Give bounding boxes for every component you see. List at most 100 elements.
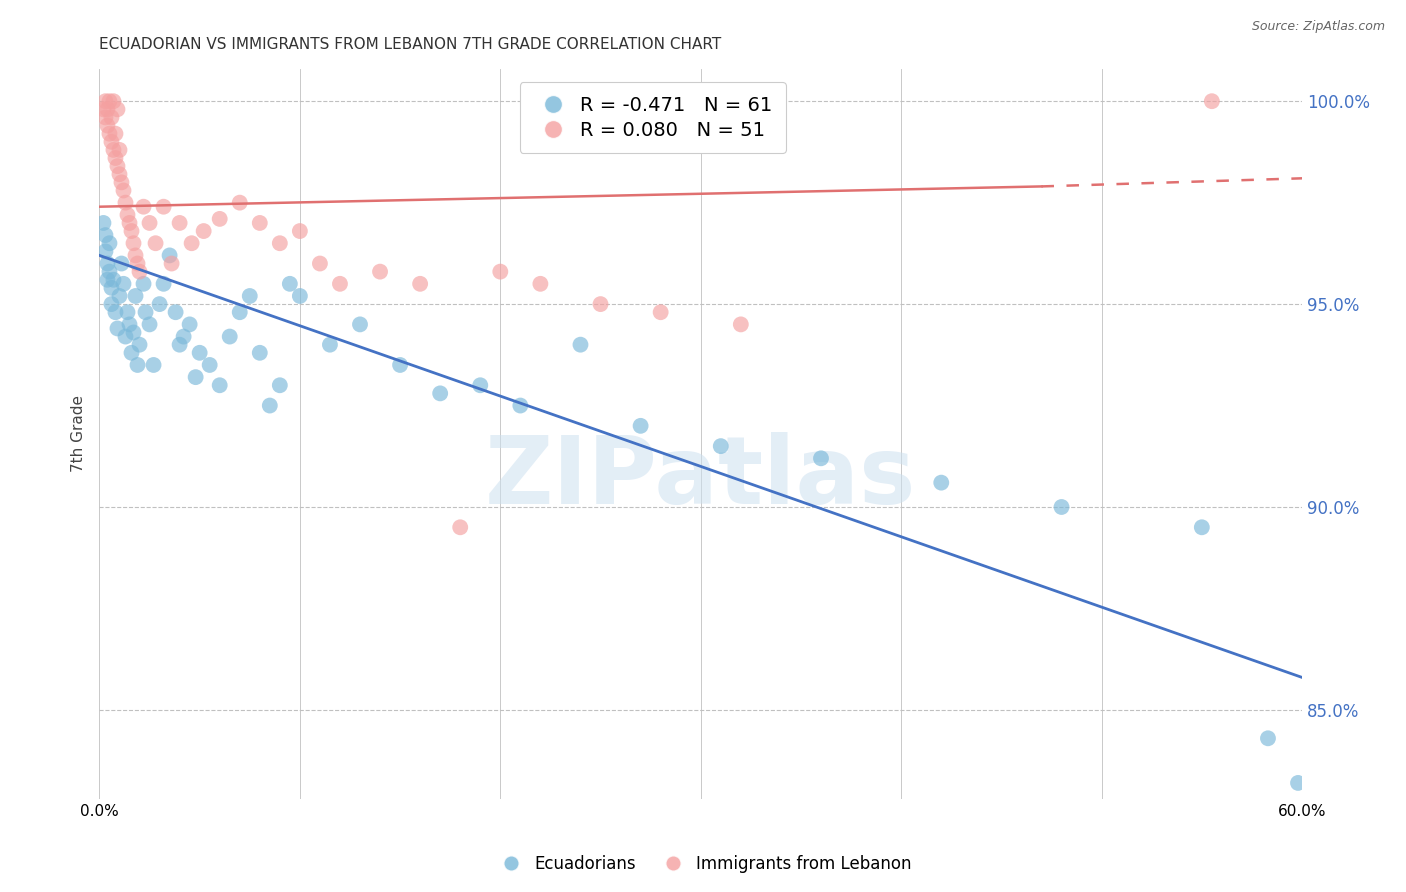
- Point: [208, 378, 231, 392]
- Point: [127, 256, 149, 270]
- Point: [118, 318, 141, 332]
- Y-axis label: 7th Grade: 7th Grade: [72, 395, 86, 473]
- Point: [121, 224, 143, 238]
- Point: [93, 103, 115, 117]
- Point: [288, 289, 311, 303]
- Point: [208, 211, 231, 226]
- Point: [122, 326, 145, 340]
- Point: [117, 208, 139, 222]
- Point: [589, 297, 612, 311]
- Point: [112, 277, 135, 291]
- Point: [96, 119, 118, 133]
- Point: [229, 305, 252, 319]
- Point: [429, 386, 451, 401]
- Point: [114, 195, 136, 210]
- Point: [114, 329, 136, 343]
- Point: [152, 277, 174, 291]
- Point: [180, 236, 202, 251]
- Point: [108, 167, 131, 181]
- Point: [269, 236, 291, 251]
- Point: [122, 236, 145, 251]
- Point: [121, 346, 143, 360]
- Point: [650, 305, 672, 319]
- Point: [100, 135, 122, 149]
- Point: [1191, 520, 1213, 534]
- Point: [94, 111, 117, 125]
- Point: [142, 358, 165, 372]
- Point: [1050, 500, 1073, 514]
- Point: [132, 277, 155, 291]
- Point: [128, 337, 150, 351]
- Point: [108, 289, 131, 303]
- Point: [94, 94, 117, 108]
- Point: [127, 358, 149, 372]
- Point: [349, 318, 371, 332]
- Point: [449, 520, 471, 534]
- Point: [179, 318, 201, 332]
- Text: ECUADORIAN VS IMMIGRANTS FROM LEBANON 7TH GRADE CORRELATION CHART: ECUADORIAN VS IMMIGRANTS FROM LEBANON 7T…: [100, 37, 721, 53]
- Point: [135, 305, 157, 319]
- Text: ZIPatlas: ZIPatlas: [485, 432, 917, 524]
- Point: [124, 248, 146, 262]
- Point: [710, 439, 733, 453]
- Point: [198, 358, 221, 372]
- Point: [93, 216, 115, 230]
- Point: [103, 94, 125, 108]
- Point: [104, 127, 127, 141]
- Point: [100, 297, 122, 311]
- Point: [98, 265, 121, 279]
- Point: [569, 337, 592, 351]
- Point: [810, 451, 832, 466]
- Point: [309, 256, 332, 270]
- Point: [188, 346, 211, 360]
- Point: [110, 175, 132, 189]
- Legend: Ecuadorians, Immigrants from Lebanon: Ecuadorians, Immigrants from Lebanon: [488, 848, 918, 880]
- Point: [929, 475, 952, 490]
- Point: [159, 248, 181, 262]
- Point: [249, 216, 271, 230]
- Point: [103, 273, 125, 287]
- Point: [1201, 94, 1223, 108]
- Point: [138, 318, 160, 332]
- Point: [112, 184, 135, 198]
- Point: [509, 399, 531, 413]
- Point: [138, 216, 160, 230]
- Point: [368, 265, 391, 279]
- Point: [319, 337, 342, 351]
- Point: [107, 103, 129, 117]
- Point: [173, 329, 195, 343]
- Point: [107, 321, 129, 335]
- Point: [96, 103, 118, 117]
- Point: [489, 265, 512, 279]
- Point: [100, 281, 122, 295]
- Point: [288, 224, 311, 238]
- Point: [529, 277, 551, 291]
- Point: [184, 370, 207, 384]
- Point: [160, 256, 183, 270]
- Point: [96, 273, 118, 287]
- Point: [96, 256, 118, 270]
- Point: [94, 244, 117, 259]
- Point: [124, 289, 146, 303]
- Text: Source: ZipAtlas.com: Source: ZipAtlas.com: [1251, 20, 1385, 33]
- Point: [152, 200, 174, 214]
- Point: [730, 318, 752, 332]
- Point: [118, 216, 141, 230]
- Point: [193, 224, 215, 238]
- Point: [98, 127, 121, 141]
- Point: [98, 94, 121, 108]
- Point: [259, 399, 281, 413]
- Point: [229, 195, 252, 210]
- Point: [169, 216, 191, 230]
- Point: [110, 256, 132, 270]
- Point: [409, 277, 432, 291]
- Point: [165, 305, 187, 319]
- Point: [249, 346, 271, 360]
- Point: [104, 151, 127, 165]
- Point: [104, 305, 127, 319]
- Point: [1257, 731, 1279, 746]
- Point: [470, 378, 492, 392]
- Point: [117, 305, 139, 319]
- Point: [239, 289, 262, 303]
- Legend: R = -0.471   N = 61, R = 0.080   N = 51: R = -0.471 N = 61, R = 0.080 N = 51: [520, 82, 786, 153]
